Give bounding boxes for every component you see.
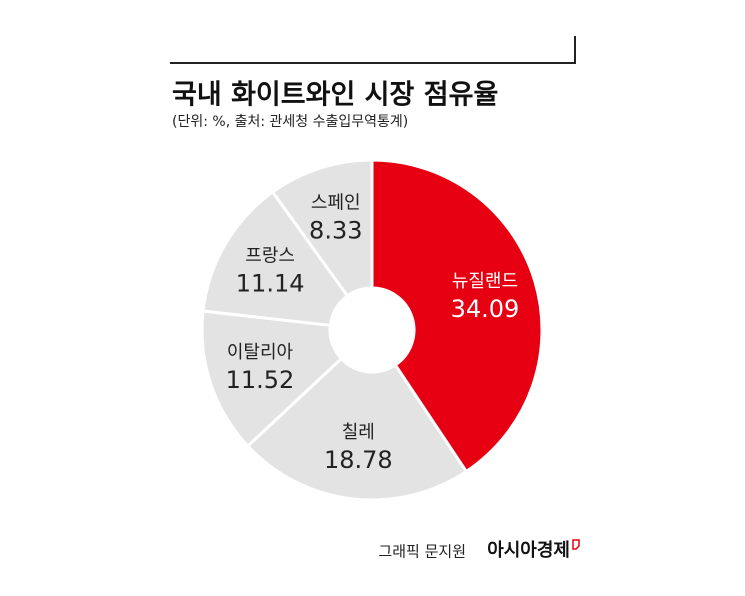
- slice-label: 이탈리아: [227, 342, 294, 363]
- chart-subtitle: (단위: %, 출처: 관세청 수출입무역통계): [172, 114, 408, 130]
- pie-slice: [201, 189, 350, 327]
- slice-label: 스페인: [311, 193, 361, 214]
- pie-slice: [200, 309, 344, 449]
- slice-value: 11.52: [226, 366, 295, 394]
- chart-title: 국내 화이트와인 시장 점유율: [172, 80, 498, 111]
- logo-mark: [572, 539, 580, 550]
- slice-label: 칠레: [342, 422, 375, 443]
- pie: 뉴질랜드 34.09 칠레 18.78 이탈리아 11.52 프랑스 11.14 스페인 8.33: [200, 158, 544, 502]
- publisher: 아시아경제: [487, 540, 570, 561]
- slice-value: 8.33: [309, 217, 362, 245]
- slice-value: 18.78: [324, 446, 393, 474]
- slice-value: 11.14: [236, 269, 305, 297]
- pie-slice: [245, 356, 469, 502]
- pie-slice: [270, 158, 374, 299]
- credit: 그래픽 문지원: [378, 543, 466, 561]
- slice-value: 34.09: [451, 295, 520, 323]
- slice-label: 프랑스: [245, 245, 295, 266]
- slice-label: 뉴질랜드: [452, 271, 518, 292]
